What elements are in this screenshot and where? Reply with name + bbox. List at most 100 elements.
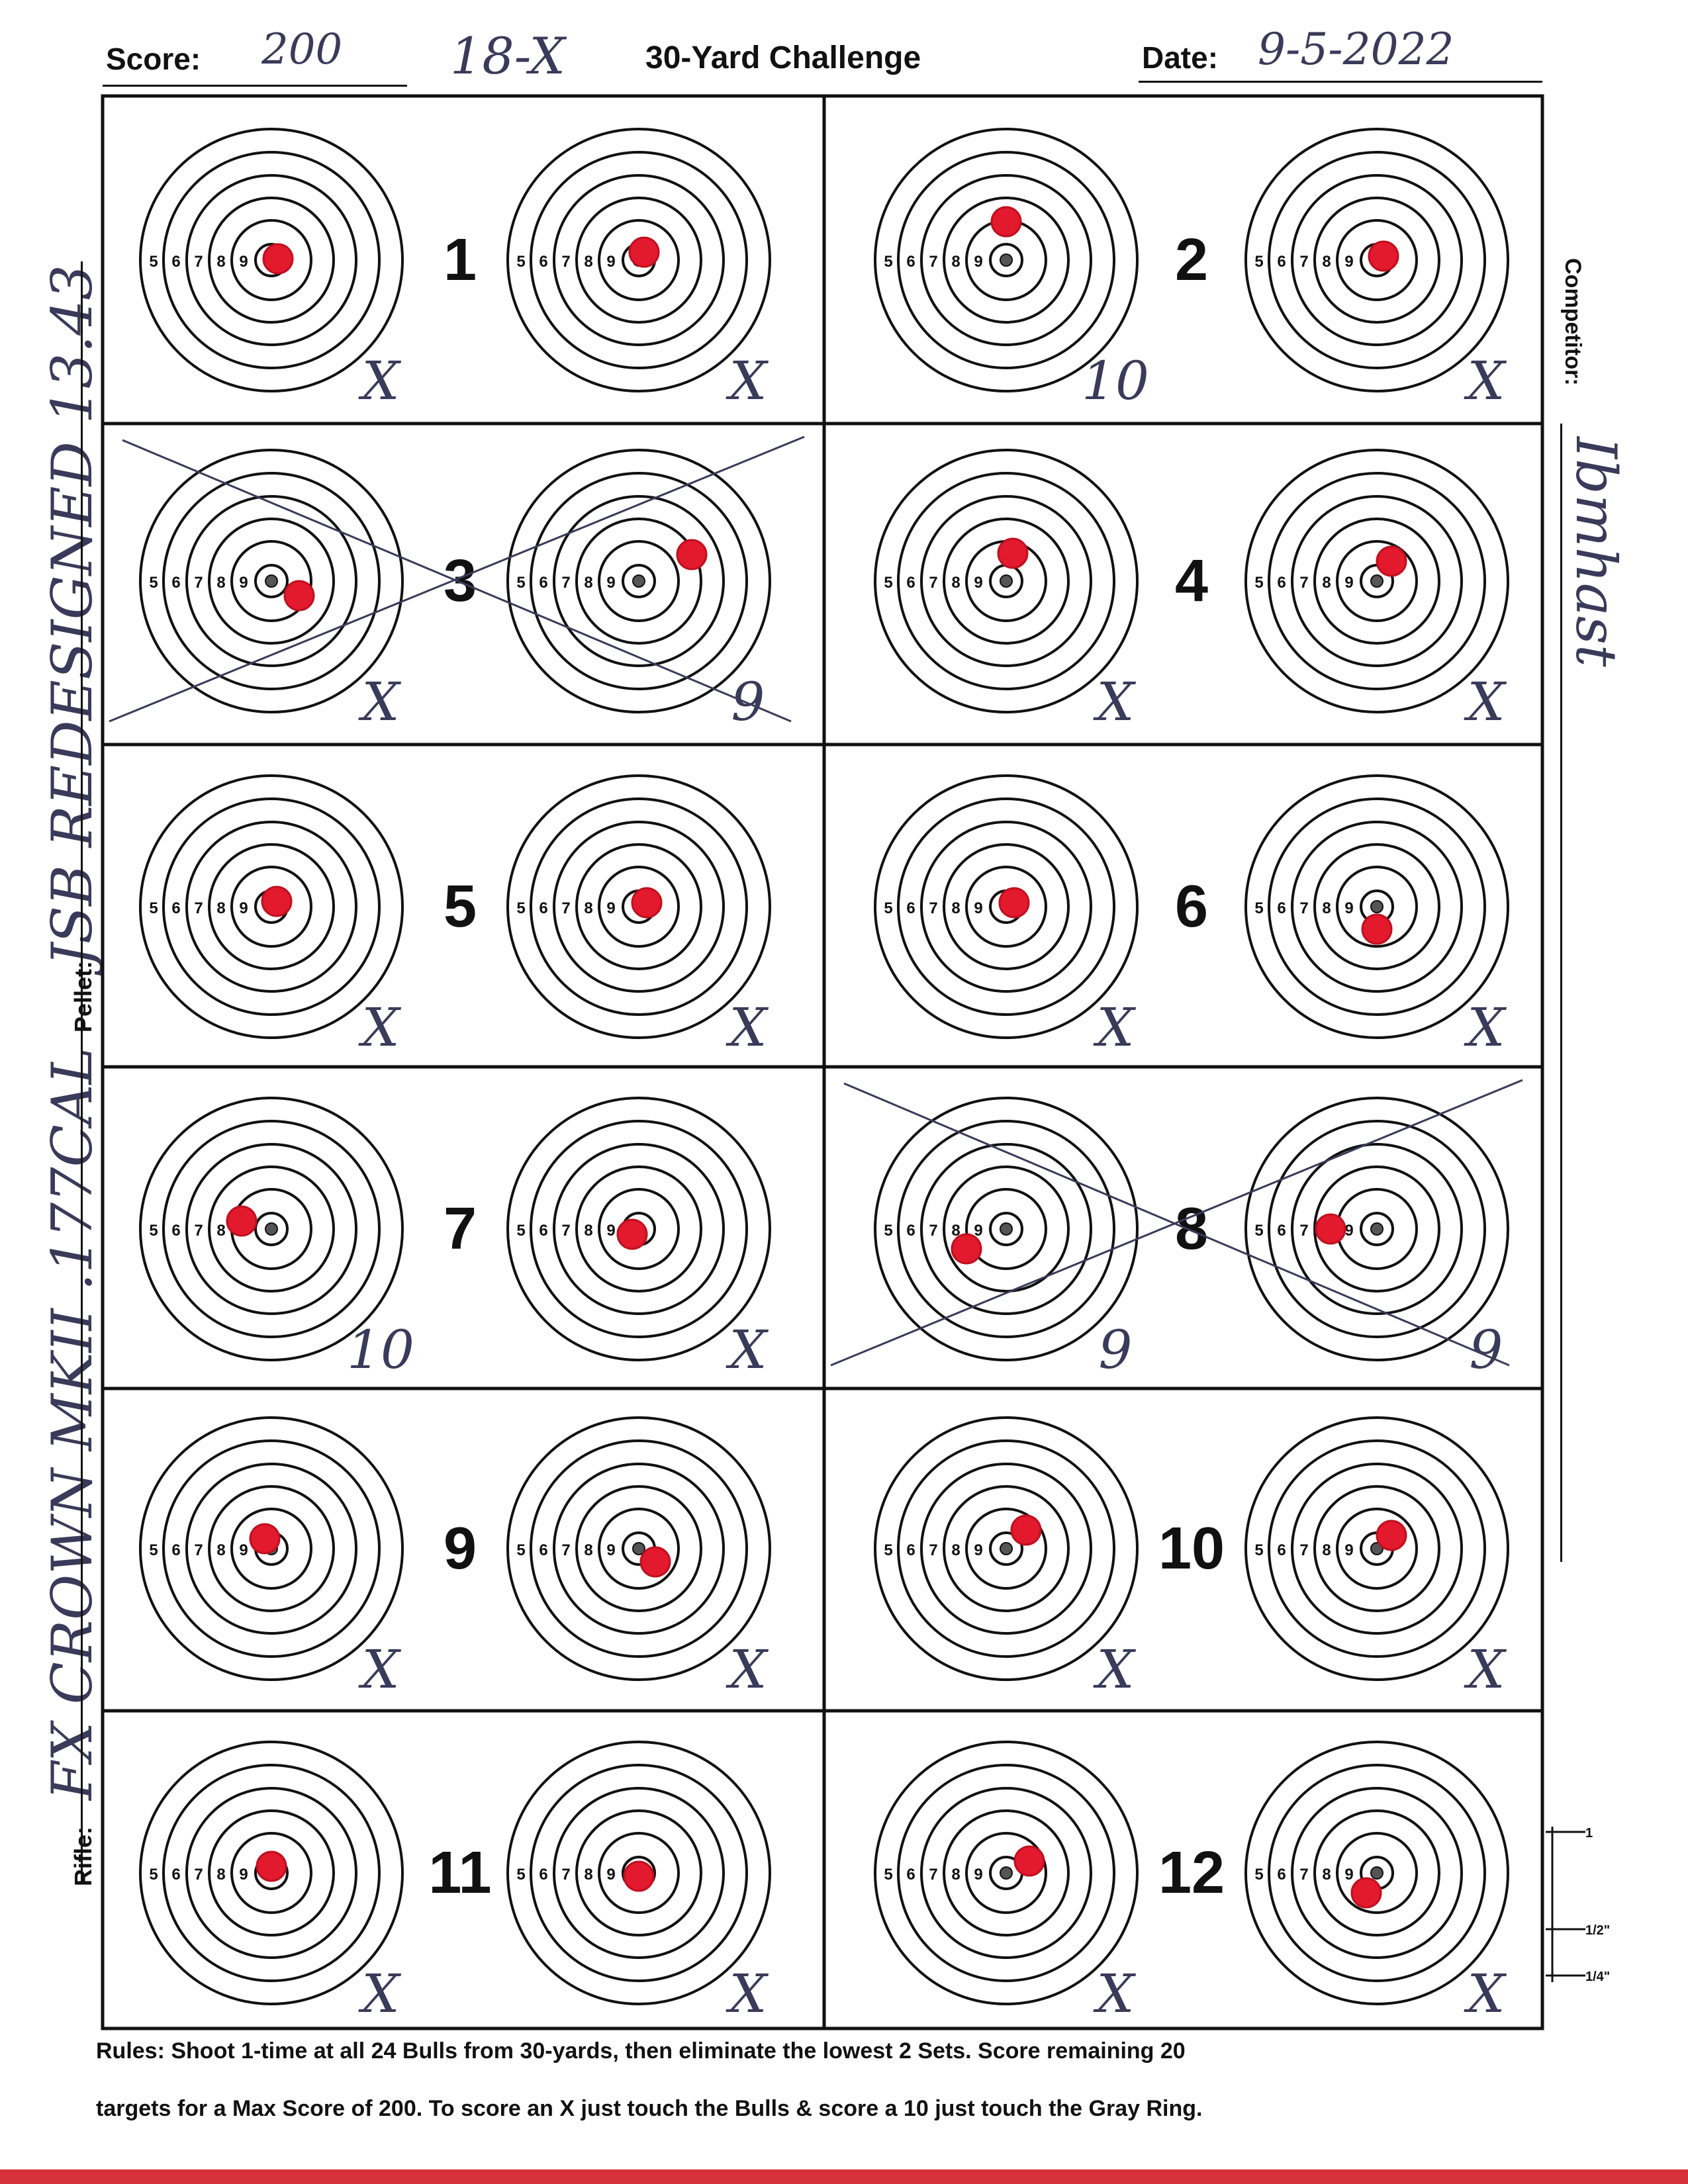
ring-number: 5 bbox=[884, 574, 892, 592]
target-ring bbox=[185, 495, 357, 667]
set-number: 8 bbox=[1175, 1196, 1208, 1262]
target-ring bbox=[230, 1832, 312, 1914]
pellet-hole bbox=[261, 886, 293, 917]
ring-number: 9 bbox=[606, 574, 615, 592]
target-bull bbox=[265, 1222, 278, 1236]
ring-number: 6 bbox=[539, 1866, 547, 1884]
pellet-hole bbox=[997, 537, 1029, 569]
ring-number: 7 bbox=[929, 899, 937, 917]
target-ring bbox=[208, 197, 335, 324]
ring-number: 6 bbox=[1277, 574, 1286, 592]
target-ring bbox=[139, 1416, 404, 1681]
ring-number: 9 bbox=[239, 1866, 248, 1884]
score-underline bbox=[103, 85, 407, 87]
set-number: 5 bbox=[444, 874, 477, 940]
ring-number: 5 bbox=[1254, 574, 1263, 592]
ring-number: 6 bbox=[1277, 1866, 1286, 1884]
set-number: 12 bbox=[1158, 1840, 1225, 1906]
target-ring bbox=[943, 197, 1070, 324]
target-ring bbox=[575, 843, 702, 970]
ring-number: 9 bbox=[974, 1222, 982, 1240]
target-ring bbox=[162, 472, 381, 690]
ring-number: 5 bbox=[1254, 1541, 1263, 1559]
target-ring bbox=[139, 449, 404, 713]
target-ring bbox=[965, 1188, 1047, 1270]
target-ring bbox=[553, 1143, 725, 1315]
target-ring bbox=[943, 843, 1070, 970]
ring-number: 5 bbox=[1254, 1222, 1263, 1240]
ring-number: 5 bbox=[884, 1866, 892, 1884]
ring-number: 7 bbox=[194, 1222, 203, 1240]
target-ring bbox=[185, 821, 357, 993]
target-ring bbox=[230, 540, 312, 622]
handwritten-score: X bbox=[1093, 1639, 1137, 1700]
ring-number: 6 bbox=[171, 899, 180, 917]
ring-number: 8 bbox=[951, 1222, 960, 1240]
target-ring bbox=[874, 1741, 1139, 2005]
pellet-hole bbox=[283, 580, 315, 612]
target-ring bbox=[598, 1188, 680, 1270]
handwritten-score: X bbox=[1464, 1639, 1507, 1700]
ring-number: 9 bbox=[606, 1222, 615, 1240]
target-ring bbox=[208, 843, 335, 970]
ring-number: 6 bbox=[906, 574, 915, 592]
ring-number: 8 bbox=[951, 574, 960, 592]
target-ring bbox=[897, 1764, 1115, 1982]
target-bull bbox=[1000, 1866, 1013, 1880]
target-ring bbox=[162, 1120, 381, 1338]
target-ring bbox=[1313, 1809, 1440, 1936]
target-ring bbox=[598, 219, 680, 301]
target-ring bbox=[530, 1120, 748, 1338]
target-bull bbox=[265, 574, 278, 588]
ring-number: 8 bbox=[1322, 1866, 1331, 1884]
ring-number: 9 bbox=[606, 1866, 615, 1884]
pellet-hole bbox=[676, 539, 708, 570]
ring-number: 9 bbox=[239, 1541, 248, 1559]
target-ring bbox=[162, 151, 381, 369]
pellet-hole bbox=[1013, 1845, 1045, 1877]
target-ring bbox=[530, 1764, 748, 1982]
target-ring bbox=[1244, 1741, 1509, 2005]
ring-number: 9 bbox=[974, 1541, 982, 1559]
handwritten-score: 9 bbox=[731, 671, 765, 733]
ring-number: 9 bbox=[606, 899, 615, 917]
ring-number: 9 bbox=[1344, 253, 1353, 271]
set-number: 2 bbox=[1175, 227, 1208, 293]
target-ring bbox=[920, 1463, 1092, 1635]
target-ring bbox=[185, 1143, 357, 1315]
x-count: 18-X bbox=[450, 26, 565, 85]
target-ring bbox=[1268, 1439, 1486, 1658]
target-ring bbox=[506, 449, 771, 713]
ring-number: 8 bbox=[1322, 574, 1331, 592]
handwritten-score: 10 bbox=[347, 1319, 414, 1381]
ring-number: 6 bbox=[539, 253, 547, 271]
ring-number: 6 bbox=[171, 1866, 180, 1884]
ring-number: 5 bbox=[516, 1866, 525, 1884]
target-ring bbox=[506, 774, 771, 1039]
ring-number: 7 bbox=[194, 1866, 203, 1884]
ring-number: 8 bbox=[584, 1222, 592, 1240]
cross-out-line bbox=[843, 1082, 1510, 1367]
ring-number: 7 bbox=[561, 1866, 570, 1884]
pellet-hole bbox=[623, 1860, 655, 1892]
target-ring bbox=[1291, 1787, 1463, 1959]
ring-number: 7 bbox=[194, 1541, 203, 1559]
pellet-hole bbox=[631, 887, 663, 919]
pellet-hole bbox=[262, 243, 294, 275]
target-ring bbox=[598, 1832, 680, 1914]
ring-number: 6 bbox=[1277, 1541, 1286, 1559]
handwritten-score: X bbox=[1464, 350, 1507, 412]
target-ring bbox=[874, 1416, 1139, 1681]
ring-number: 8 bbox=[584, 253, 592, 271]
target-ring bbox=[897, 1120, 1115, 1338]
ring-number: 7 bbox=[1299, 574, 1308, 592]
ring-number: 9 bbox=[1344, 1222, 1353, 1240]
ring-number: 6 bbox=[906, 1866, 915, 1884]
scale-label: 1 bbox=[1585, 1826, 1593, 1841]
target-ring bbox=[943, 1809, 1070, 1936]
target-ring bbox=[1336, 219, 1418, 301]
target-ring bbox=[1313, 1485, 1440, 1612]
target-ring bbox=[1244, 774, 1509, 1039]
ring-number: 9 bbox=[974, 253, 982, 271]
ring-number: 7 bbox=[1299, 1541, 1308, 1559]
